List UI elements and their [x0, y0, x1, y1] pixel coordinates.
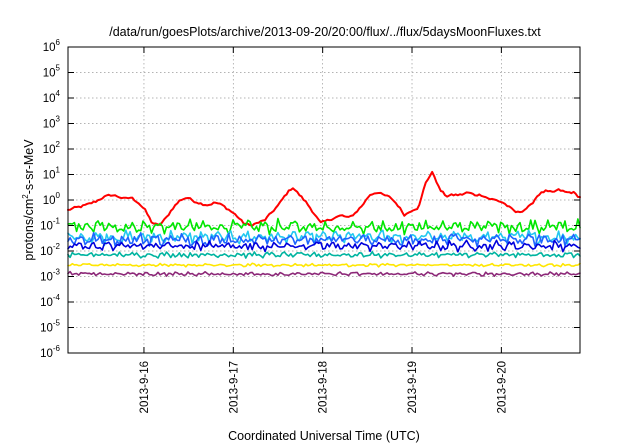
y-tick-base: 10 — [43, 68, 56, 80]
y-axis-label-prefix: protons/cm — [22, 199, 36, 261]
y-tick-label: 103 — [43, 115, 61, 131]
y-tick-base: 10 — [40, 348, 53, 360]
y-tick-label: 101 — [43, 166, 61, 182]
y-tick-exp: 4 — [56, 89, 61, 98]
x-tick-label: 2013-9-19 — [407, 361, 419, 413]
y-tick-label: 105 — [43, 64, 61, 80]
y-tick-labels: 10-610-510-410-310-210-11001011021031041… — [40, 38, 60, 360]
y-tick-base: 10 — [43, 119, 56, 131]
ticks — [68, 46, 580, 354]
y-tick-exp: -2 — [53, 242, 61, 251]
series-line-4 — [67, 239, 581, 253]
x-tick-label: 2013-9-20 — [496, 361, 508, 413]
y-tick-label: 10-5 — [40, 319, 60, 335]
y-tick-base: 10 — [40, 246, 53, 258]
y-tick-exp: -5 — [53, 319, 61, 328]
x-tick-label: 2013-9-18 — [318, 361, 330, 413]
y-tick-base: 10 — [43, 93, 56, 105]
y-tick-base: 10 — [40, 272, 53, 284]
series-line-0 — [67, 170, 581, 227]
y-tick-base: 10 — [43, 144, 56, 156]
y-tick-label: 10-2 — [40, 242, 60, 258]
series-line-6 — [67, 262, 581, 268]
y-tick-label: 10-3 — [40, 268, 60, 284]
series-line-5 — [67, 251, 581, 259]
y-tick-base: 10 — [43, 42, 56, 54]
y-tick-label: 106 — [43, 38, 61, 54]
y-tick-exp: -1 — [53, 217, 61, 226]
y-tick-exp: 1 — [56, 166, 61, 175]
x-tick-label: 2013-9-17 — [228, 361, 240, 413]
series-line-2 — [67, 229, 581, 247]
series-line-1 — [67, 217, 581, 236]
y-tick-exp: -3 — [53, 268, 61, 277]
y-tick-exp: -4 — [53, 293, 61, 302]
chart-title: /data/run/goesPlots/archive/2013-09-20/2… — [109, 25, 541, 39]
series-line-7 — [67, 270, 581, 277]
y-axis-label-sup: 2 — [21, 194, 30, 199]
x-tick-labels: 2013-9-16 2013-9-17 2013-9-18 2013-9-19 2013… — [139, 361, 508, 413]
y-tick-base: 10 — [40, 323, 53, 335]
x-tick-label: 2013-9-16 — [139, 361, 151, 413]
y-tick-label: 10-6 — [40, 344, 60, 360]
series-layer — [67, 170, 581, 277]
y-tick-label: 10-4 — [40, 293, 60, 309]
y-tick-exp: 6 — [56, 38, 61, 47]
y-tick-label: 104 — [43, 89, 61, 105]
x-axis-label: Coordinated Universal Time (UTC) — [228, 429, 420, 443]
y-tick-base: 10 — [40, 297, 53, 309]
y-tick-label: 10-1 — [40, 217, 60, 233]
y-tick-exp: 2 — [56, 140, 61, 149]
grid — [68, 47, 580, 353]
y-tick-exp: 5 — [56, 64, 61, 73]
y-axis-label: protons/cm2-s-sr-MeV — [21, 139, 36, 261]
y-tick-base: 10 — [40, 221, 53, 233]
y-tick-exp: 0 — [56, 191, 61, 200]
y-tick-base: 10 — [43, 195, 56, 207]
y-tick-label: 100 — [43, 191, 61, 207]
y-tick-exp: 3 — [56, 115, 61, 124]
y-axis-label-suffix: -s-sr-MeV — [22, 139, 36, 195]
series-line-3 — [67, 231, 581, 248]
y-tick-label: 102 — [43, 140, 61, 156]
y-tick-base: 10 — [43, 170, 56, 182]
y-tick-exp: -6 — [53, 344, 61, 353]
